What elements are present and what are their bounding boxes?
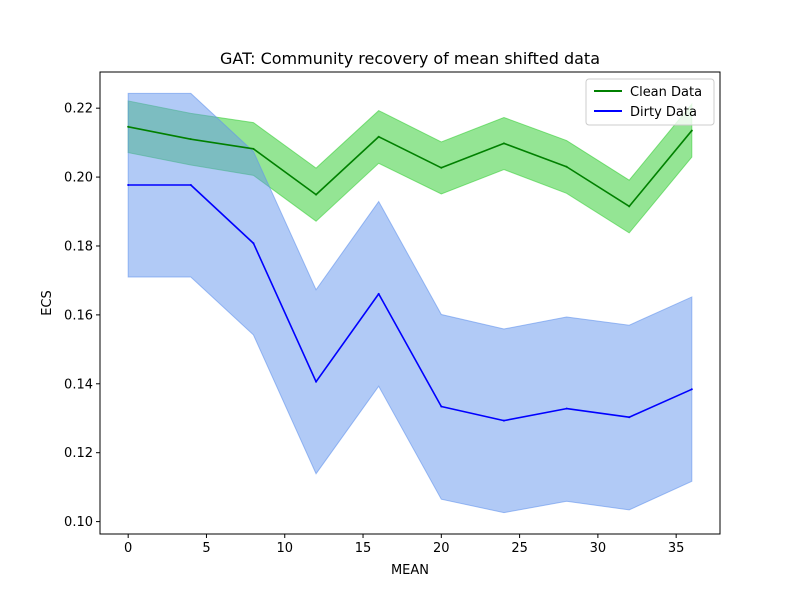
x-axis-ticks: 0 5 10 15 20 25 30 35 bbox=[124, 534, 684, 556]
plot-frame bbox=[99, 71, 721, 535]
point-dirty-data bbox=[127, 184, 130, 186]
point-dirty-data bbox=[315, 380, 318, 383]
legend: Clean Data Dirty Data bbox=[585, 78, 715, 126]
point-dirty-data bbox=[252, 242, 255, 245]
line-dirty-data bbox=[128, 184, 693, 422]
confidence-bands bbox=[127, 92, 693, 514]
point-clean-data bbox=[377, 135, 380, 138]
point-clean-data bbox=[315, 193, 318, 196]
point-dirty-data bbox=[565, 407, 568, 410]
point-clean-data bbox=[628, 205, 631, 208]
x-tick-label: 15 bbox=[355, 541, 372, 556]
point-dirty-data bbox=[628, 416, 631, 419]
point-clean-data bbox=[440, 166, 443, 169]
y-tick-label: 0.14 bbox=[64, 377, 93, 392]
point-clean-data bbox=[189, 138, 192, 141]
point-clean-data bbox=[690, 129, 693, 132]
y-tick-label: 0.18 bbox=[64, 239, 93, 254]
y-axis-ticks: 0.10 0.12 0.14 0.16 0.18 0.20 0.22 bbox=[64, 102, 100, 530]
x-tick-label: 30 bbox=[590, 541, 607, 556]
chart-title: GAT: Community recovery of mean shifted … bbox=[220, 49, 600, 68]
y-tick-label: 0.22 bbox=[64, 102, 93, 117]
point-dirty-data bbox=[377, 292, 380, 295]
point-clean-data bbox=[502, 142, 505, 145]
series-lines bbox=[127, 125, 693, 422]
point-clean-data bbox=[252, 147, 255, 150]
x-tick-label: 0 bbox=[124, 541, 132, 556]
x-axis-label: MEAN bbox=[391, 563, 429, 578]
y-tick-label: 0.16 bbox=[64, 308, 93, 323]
band-dirty-data bbox=[127, 92, 693, 514]
point-dirty-data bbox=[502, 419, 505, 422]
y-tick-label: 0.12 bbox=[64, 446, 93, 461]
x-tick-label: 5 bbox=[202, 541, 210, 556]
point-dirty-data bbox=[440, 405, 443, 408]
point-clean-data bbox=[565, 165, 568, 168]
x-tick-label: 35 bbox=[668, 541, 685, 556]
band-clean-data bbox=[127, 100, 693, 234]
x-tick-label: 10 bbox=[276, 541, 293, 556]
x-tick-label: 25 bbox=[511, 541, 528, 556]
line-clean-data bbox=[128, 125, 693, 208]
y-tick-label: 0.10 bbox=[64, 515, 93, 530]
legend-label-clean-data: Clean Data bbox=[630, 85, 702, 100]
y-tick-label: 0.20 bbox=[64, 171, 93, 186]
point-dirty-data bbox=[690, 388, 693, 391]
y-axis-label: ECS bbox=[40, 290, 55, 316]
x-tick-label: 20 bbox=[433, 541, 450, 556]
point-dirty-data bbox=[189, 184, 192, 186]
legend-label-dirty-data: Dirty Data bbox=[630, 105, 697, 120]
point-clean-data bbox=[127, 125, 130, 128]
